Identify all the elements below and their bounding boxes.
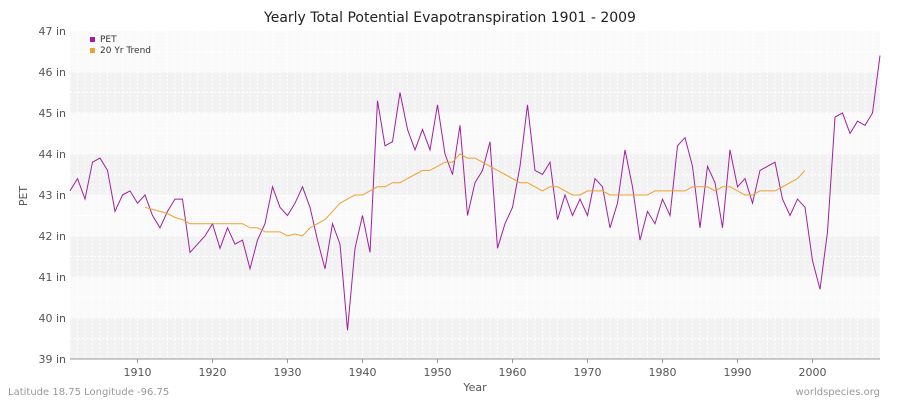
trend-line [144, 153, 806, 237]
x-tick-label: 1980 [649, 366, 677, 379]
footer-source: worldspecies.org [796, 387, 880, 398]
footer-location: Latitude 18.75 Longitude -96.75 [8, 387, 169, 398]
y-tick-label: 46 in [38, 66, 66, 79]
x-tick-label: 1920 [199, 366, 227, 379]
chart-title: Yearly Total Potential Evapotranspiratio… [263, 10, 636, 26]
y-tick-label: 45 in [38, 107, 66, 120]
x-tick-label: 1950 [424, 366, 452, 379]
y-tick-label: 39 in [38, 353, 66, 366]
y-tick-label: 41 in [38, 271, 66, 284]
y-tick-label: 40 in [38, 312, 66, 325]
series-lines [69, 55, 881, 331]
legend-swatch [90, 37, 95, 42]
x-axis-title: Year [462, 381, 487, 394]
y-tick-label: 43 in [38, 189, 66, 202]
x-tick-label: 1990 [724, 366, 752, 379]
y-tick-label: 44 in [38, 148, 66, 161]
y-tick-label: 47 in [38, 25, 66, 38]
x-axis: 1910 1920 1930 1940 1950 1960 1970 1980 1990 2000 [124, 359, 827, 379]
legend-label: 20 Yr Trend [100, 46, 151, 56]
x-tick-label: 1960 [499, 366, 527, 379]
x-tick-label: 1970 [574, 366, 602, 379]
legend-label: PET [100, 35, 117, 45]
pet-line [69, 55, 881, 331]
x-tick-label: 1940 [349, 366, 377, 379]
x-tick-label: 1910 [124, 366, 152, 379]
legend-swatch [90, 48, 95, 53]
x-tick-label: 1930 [274, 366, 302, 379]
y-axis: 39 in 40 in 41 in 42 in 43 in 44 in 45 in 46 in… [38, 25, 66, 366]
x-tick-label: 2000 [799, 366, 827, 379]
y-tick-label: 42 in [38, 230, 66, 243]
y-axis-title: PET [17, 186, 30, 207]
grid [69, 30, 881, 360]
